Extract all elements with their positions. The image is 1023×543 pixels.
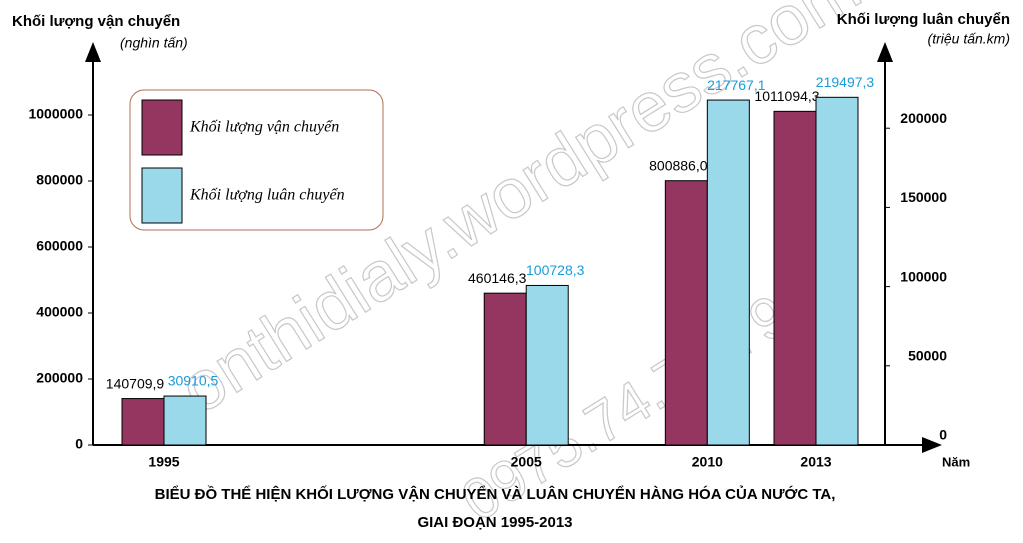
value-label: 140709,9 xyxy=(106,375,165,391)
legend-label: Khối lượng vận chuyển xyxy=(189,119,339,136)
x-tick-label: 2010 xyxy=(692,454,723,470)
legend xyxy=(129,89,384,231)
y2-tick-label: 0 xyxy=(939,427,947,443)
y2-axis-title: Khối lượng luân chuyển xyxy=(837,11,1010,28)
y2-tick-label: 150000 xyxy=(900,189,947,205)
legend-swatch xyxy=(141,167,183,224)
value-label: 100728,3 xyxy=(526,262,585,278)
x-tick-label: 2005 xyxy=(511,454,542,470)
x-axis-title: Năm xyxy=(942,454,970,469)
y-axis-title: Khối lượng vận chuyển xyxy=(12,13,180,30)
value-label: 30910,5 xyxy=(168,373,219,389)
y2-tick-label: 200000 xyxy=(900,110,947,126)
bar xyxy=(483,292,527,446)
bar xyxy=(163,395,207,446)
y-tick-label: 400000 xyxy=(36,304,83,320)
legend-swatch xyxy=(141,99,183,156)
y2-axis-unit: (triệu tấn.km) xyxy=(928,31,1010,47)
value-label: 800886,0 xyxy=(649,157,708,173)
chart-subtitle: GIAI ĐOẠN 1995-2013 xyxy=(417,514,572,531)
chart-title: BIỂU ĐỒ THỂ HIỆN KHỐI LƯỢNG VẬN CHUYỂN V… xyxy=(155,485,836,503)
value-label: 1011094,3 xyxy=(754,88,819,104)
legend-label: Khối lượng luân chuyển xyxy=(189,187,345,204)
y-tick-label: 600000 xyxy=(36,238,83,254)
value-label: 460146,3 xyxy=(468,270,527,286)
bar xyxy=(121,398,165,446)
bar xyxy=(815,96,859,446)
bar xyxy=(706,99,750,446)
x-tick-label: 2013 xyxy=(800,454,831,470)
value-label: 219497,3 xyxy=(816,74,875,90)
x-tick-label: 1995 xyxy=(148,454,179,470)
value-label: 217767,1 xyxy=(707,77,766,93)
y-tick-label: 0 xyxy=(75,436,83,452)
bar xyxy=(664,180,708,446)
y2-tick-label: 100000 xyxy=(900,268,947,284)
bar xyxy=(773,110,817,446)
y-axis-unit: (nghìn tấn) xyxy=(120,35,188,51)
y-tick-label: 800000 xyxy=(36,172,83,188)
y2-tick-label: 50000 xyxy=(908,348,947,364)
y-tick-label: 1000000 xyxy=(28,106,83,122)
bar xyxy=(525,284,569,446)
y-tick-label: 200000 xyxy=(36,370,83,386)
